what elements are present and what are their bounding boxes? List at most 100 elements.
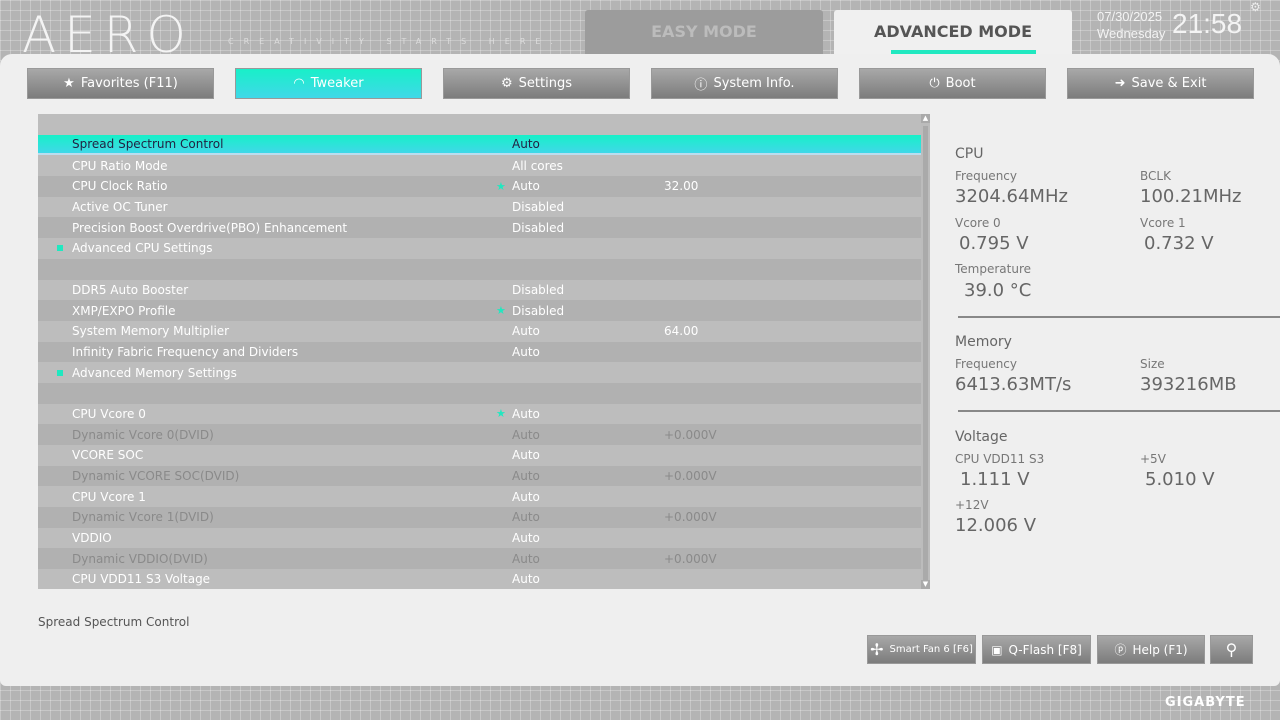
- submenu-icon: [57, 245, 63, 252]
- setting-name: CPU Vcore 0: [72, 406, 146, 421]
- setting-row[interactable]: CPU Vcore 0 ★ Auto: [38, 403, 921, 425]
- setting-row[interactable]: Dynamic Vcore 0(DVID) Auto +0.000V: [38, 424, 921, 445]
- temperature-value: 39.0 °C: [964, 280, 1032, 301]
- tab-tweaker[interactable]: ◠ Tweaker: [235, 68, 422, 99]
- tab-system-info[interactable]: ⓘ System Info.: [651, 68, 838, 99]
- setting-extra: 64.00: [664, 324, 699, 339]
- v5-value: 5.010 V: [1145, 469, 1215, 490]
- memory-title: Memory: [955, 334, 1012, 350]
- setting-row[interactable]: Precision Boost Overdrive(PBO) Enhanceme…: [38, 217, 921, 239]
- easy-mode-tab[interactable]: EASY MODE: [585, 10, 823, 56]
- gear-icon: ⚙: [501, 76, 513, 91]
- star-icon: ★: [496, 304, 506, 318]
- setting-row[interactable]: CPU VDD11 S3 Voltage Auto: [38, 569, 921, 589]
- setting-value[interactable]: Disabled: [512, 303, 565, 318]
- setting-extra: 32.00: [664, 179, 699, 194]
- setting-row[interactable]: Advanced Memory Settings: [38, 362, 921, 383]
- setting-value[interactable]: Auto: [512, 448, 540, 463]
- help-button[interactable]: ⓟ Help (F1): [1097, 635, 1205, 664]
- tab-label: Save & Exit: [1131, 76, 1207, 91]
- settings-list: Spread Spectrum Control Auto CPU Ratio Mod…: [38, 114, 921, 589]
- vcore0-value: 0.795 V: [959, 233, 1029, 254]
- tab-save-exit[interactable]: ➜ Save & Exit: [1067, 68, 1254, 99]
- setting-value[interactable]: Auto: [512, 531, 540, 546]
- tab-settings[interactable]: ⚙ Settings: [443, 68, 630, 99]
- tab-favorites[interactable]: ★ Favorites (F11): [27, 68, 214, 99]
- memory-size-label: Size: [1140, 357, 1165, 371]
- v12-value: 12.006 V: [955, 515, 1037, 536]
- cpu-frequency-label: Frequency: [955, 169, 1017, 183]
- setting-row[interactable]: CPU Vcore 1 Auto: [38, 486, 921, 508]
- setting-name: CPU Vcore 1: [72, 489, 146, 504]
- setting-value[interactable]: Auto: [512, 489, 540, 504]
- setting-row[interactable]: Active OC Tuner Disabled: [38, 196, 921, 218]
- setting-row[interactable]: Dynamic VCORE SOC(DVID) Auto +0.000V: [38, 465, 921, 487]
- tab-boot[interactable]: ⏻ Boot: [859, 68, 1046, 99]
- exit-icon: ➜: [1114, 76, 1126, 91]
- tab-label: Boot: [945, 76, 976, 91]
- setting-row[interactable]: Dynamic VDDIO(DVID) Auto +0.000V: [38, 548, 921, 570]
- submenu-icon: [57, 369, 63, 376]
- search-icon: ⚲: [1225, 640, 1238, 659]
- setting-name: XMP/EXPO Profile: [72, 303, 176, 318]
- setting-name: DDR5 Auto Booster: [72, 282, 189, 297]
- setting-value[interactable]: Auto: [512, 510, 540, 525]
- setting-row[interactable]: CPU Ratio Mode All cores: [38, 155, 921, 177]
- setting-extra: +0.000V: [664, 510, 717, 525]
- gear-icon[interactable]: ⚙: [1250, 0, 1261, 14]
- scroll-down-icon[interactable]: ▼: [921, 580, 930, 589]
- setting-value[interactable]: Auto: [512, 427, 540, 442]
- slogan: CREATIVITY STARTS HERE.: [228, 37, 563, 46]
- setting-value[interactable]: Auto: [512, 179, 540, 194]
- setting-row[interactable]: Spread Spectrum Control Auto: [38, 134, 921, 156]
- setting-row[interactable]: VDDIO Auto: [38, 527, 921, 549]
- scroll-up-icon[interactable]: ▲: [921, 114, 930, 123]
- setting-extra: +0.000V: [664, 469, 717, 484]
- setting-name: Dynamic Vcore 0(DVID): [72, 427, 214, 442]
- advanced-mode-label: ADVANCED MODE: [874, 22, 1032, 41]
- setting-name: Precision Boost Overdrive(PBO) Enhanceme…: [72, 220, 348, 235]
- memory-frequency: 6413.63MT/s: [955, 374, 1072, 395]
- setting-value[interactable]: Auto: [512, 406, 540, 421]
- setting-value[interactable]: Auto: [512, 469, 540, 484]
- power-icon: ⏻: [929, 76, 940, 91]
- smart-fan-button[interactable]: ✢ Smart Fan 6 [F6]: [867, 635, 976, 664]
- star-icon: ★: [496, 407, 506, 421]
- setting-row[interactable]: System Memory Multiplier Auto 64.00: [38, 320, 921, 342]
- setting-row[interactable]: XMP/EXPO Profile ★ Disabled: [38, 300, 921, 321]
- setting-row[interactable]: VCORE SOC Auto: [38, 445, 921, 466]
- advanced-mode-tab[interactable]: ADVANCED MODE: [834, 10, 1072, 56]
- setting-value[interactable]: Disabled: [512, 282, 565, 297]
- setting-value[interactable]: Disabled: [512, 200, 565, 215]
- setting-value[interactable]: Auto: [512, 572, 540, 587]
- setting-row[interactable]: Advanced CPU Settings: [38, 238, 921, 259]
- setting-value[interactable]: Auto: [512, 344, 540, 359]
- vcore1-value: 0.732 V: [1144, 233, 1214, 254]
- setting-row[interactable]: CPU Clock Ratio ★ Auto 32.00: [38, 176, 921, 197]
- vcore1-label: Vcore 1: [1140, 216, 1186, 230]
- chip-icon: ▣: [991, 642, 1003, 657]
- setting-row[interactable]: DDR5 Auto Booster Disabled: [38, 279, 921, 301]
- info-icon: ⓘ: [694, 78, 708, 93]
- active-indicator: [891, 50, 1036, 54]
- setting-value[interactable]: Auto: [512, 137, 540, 152]
- setting-value[interactable]: Auto: [512, 551, 540, 566]
- scrollbar[interactable]: ▲ ▼: [921, 114, 930, 589]
- setting-name: Advanced CPU Settings: [72, 241, 213, 256]
- scroll-thumb[interactable]: [923, 126, 928, 581]
- setting-value[interactable]: All cores: [512, 158, 563, 173]
- gigabyte-logo: GIGABYTE: [1165, 695, 1246, 710]
- setting-value[interactable]: Auto: [512, 324, 540, 339]
- qflash-button[interactable]: ▣ Q-Flash [F8]: [982, 635, 1091, 664]
- setting-row[interactable]: Dynamic Vcore 1(DVID) Auto +0.000V: [38, 507, 921, 528]
- setting-value[interactable]: Disabled: [512, 220, 565, 235]
- setting-name: Dynamic VCORE SOC(DVID): [72, 469, 240, 484]
- tab-label: Favorites (F11): [80, 76, 178, 91]
- setting-name: CPU Ratio Mode: [72, 158, 168, 173]
- search-button[interactable]: ⚲: [1210, 635, 1253, 664]
- smart-fan-label: Smart Fan 6 [F6]: [889, 644, 973, 655]
- setting-row: [38, 382, 921, 404]
- setting-name: Advanced Memory Settings: [72, 365, 237, 380]
- setting-name: Spread Spectrum Control: [72, 137, 224, 152]
- setting-row[interactable]: Infinity Fabric Frequency and Dividers Au…: [38, 341, 921, 363]
